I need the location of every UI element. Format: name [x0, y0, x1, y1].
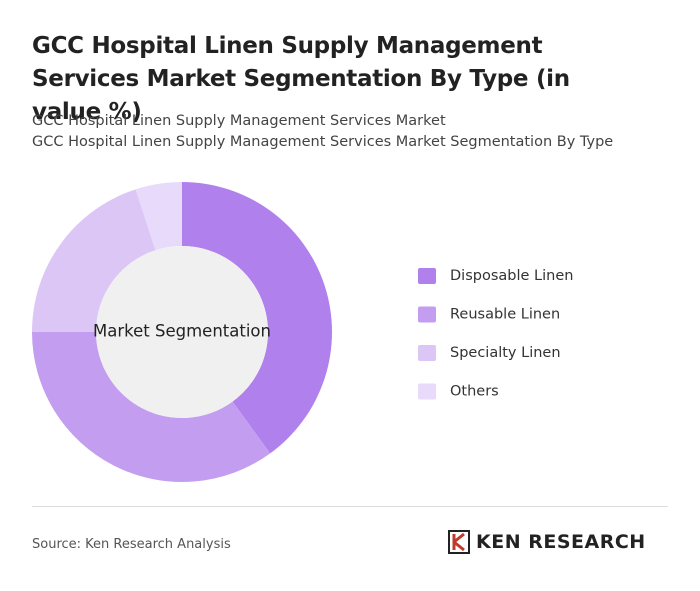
subtitle: GCC Hospital Linen Supply Management Ser… [32, 113, 446, 129]
logo-icon [448, 530, 470, 554]
legend-swatch [418, 268, 436, 284]
center-label: Market Segmentation [93, 322, 271, 341]
legend-label: Specialty Linen [450, 345, 561, 361]
donut-slice [135, 182, 182, 251]
legend-label: Disposable Linen [450, 268, 573, 284]
donut-slice [32, 189, 156, 332]
legend-label: Others [450, 384, 499, 400]
logo-text: KEN RESEARCH [476, 531, 646, 553]
chart-title: GCC Hospital Linen Supply Management Ser… [32, 33, 570, 125]
divider [32, 506, 668, 507]
chart: Market Segmentation Disposable Linen Reusa… [32, 182, 573, 482]
legend-label: Reusable Linen [450, 307, 560, 323]
source: Source: Ken Research Analysis [32, 537, 231, 552]
donut-slice [182, 182, 332, 454]
legend-swatch [418, 306, 436, 323]
legend-swatch [418, 345, 436, 361]
legend-swatch [418, 383, 436, 400]
donut-slice [32, 332, 271, 482]
subtitle: GCC Hospital Linen Supply Management Ser… [32, 134, 614, 150]
logo: KEN RESEARCH [448, 530, 646, 554]
donut-hole [96, 246, 268, 418]
